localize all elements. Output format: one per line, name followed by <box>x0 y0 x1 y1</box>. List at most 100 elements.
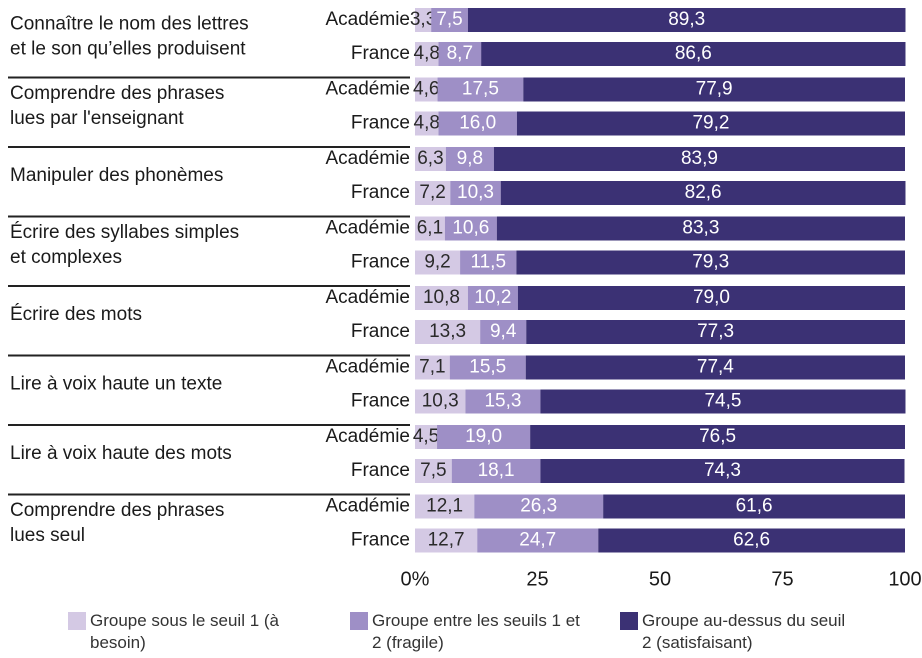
bar-segment <box>415 528 478 553</box>
data-label: 4,8 <box>414 113 440 134</box>
bar-segment <box>445 147 494 171</box>
data-label: 77,3 <box>697 321 734 342</box>
group-label: Écrire des syllabes simples <box>10 222 239 243</box>
bar-segment <box>415 459 452 483</box>
group-label: et le son qu’elles produisent <box>10 39 246 60</box>
data-label: 6,3 <box>417 148 443 169</box>
bar-segment <box>415 320 481 344</box>
bar-segment <box>474 494 604 519</box>
legend-swatch <box>620 612 638 630</box>
bar-segment <box>415 111 439 136</box>
data-label: 89,3 <box>668 9 705 30</box>
data-label: 26,3 <box>520 496 557 517</box>
x-tick-label: 100 <box>888 568 921 590</box>
data-label: 15,3 <box>484 391 521 412</box>
data-label: 77,9 <box>696 79 733 100</box>
data-label: 19,0 <box>465 426 502 447</box>
data-label: 4,8 <box>414 43 440 64</box>
data-label: 12,1 <box>426 496 463 517</box>
bar-segment <box>525 355 905 380</box>
x-tick-label: 75 <box>771 568 793 590</box>
bar-segment <box>415 77 438 102</box>
data-label: 17,5 <box>462 79 499 100</box>
data-label: 9,2 <box>424 252 450 273</box>
bar-segment <box>526 320 905 344</box>
legend-label: Groupe entre les seuils 1 et 2 (fragile) <box>372 611 580 652</box>
data-label: 15,5 <box>469 357 506 378</box>
bar-segment <box>523 77 905 102</box>
data-label: 79,2 <box>692 113 729 134</box>
bar-segment <box>415 147 446 171</box>
data-label: 10,3 <box>457 182 494 203</box>
bar-segment <box>415 355 450 380</box>
data-label: 9,4 <box>490 321 517 342</box>
bar-segment <box>477 528 599 553</box>
bar-segment <box>444 216 497 241</box>
bar-segment <box>493 147 905 171</box>
row-label: Académie <box>326 357 411 378</box>
bar-segment <box>500 181 906 205</box>
group-label: lues par l'enseignant <box>10 108 184 129</box>
data-label: 8,7 <box>447 43 473 64</box>
bar-segment <box>415 250 461 275</box>
group-label: Écrire des mots <box>10 304 142 325</box>
row-label: Académie <box>326 9 411 30</box>
data-label: 6,1 <box>417 218 443 239</box>
data-label: 10,8 <box>423 287 460 308</box>
row-label: Académie <box>326 218 411 239</box>
row-label: France <box>351 530 410 551</box>
data-label: 82,6 <box>685 182 722 203</box>
x-tick-label: 50 <box>649 568 671 590</box>
row-label: Académie <box>326 426 411 447</box>
data-label: 16,0 <box>459 113 496 134</box>
bar-segment <box>438 111 517 136</box>
data-label: 24,7 <box>519 530 556 551</box>
data-label: 3,3 <box>410 9 436 30</box>
data-label: 11,5 <box>470 252 506 273</box>
bar-segment <box>415 389 466 414</box>
data-label: 18,1 <box>478 460 515 481</box>
data-label: 61,6 <box>736 496 773 517</box>
group-label: et complexes <box>10 247 122 268</box>
bar-segment <box>467 286 518 310</box>
group-label: Comprendre des phrases <box>10 500 224 521</box>
group-label: Lire à voix haute des mots <box>10 443 232 464</box>
data-label: 7,5 <box>436 9 462 30</box>
legend-label: Groupe au-dessus du seuil 2 (satisfaisan… <box>642 611 846 652</box>
data-label: 83,3 <box>682 218 719 239</box>
bar-segment <box>437 77 524 102</box>
data-label: 79,3 <box>692 252 729 273</box>
bar-segment <box>415 286 468 310</box>
row-label: France <box>351 252 410 273</box>
data-label: 7,1 <box>419 357 445 378</box>
bar-segment <box>530 425 905 449</box>
data-label: 4,6 <box>413 79 439 100</box>
row-label: France <box>351 182 410 203</box>
bar-segment <box>603 494 905 519</box>
bar-segment <box>540 389 906 414</box>
x-tick-label: 25 <box>526 568 548 590</box>
legend: Groupe sous le seuil 1 (à besoin) Groupe … <box>0 611 922 658</box>
bar-segment <box>598 528 905 553</box>
row-label: Académie <box>326 496 411 517</box>
row-label: France <box>351 391 410 412</box>
data-label: 12,7 <box>428 530 465 551</box>
bar-segment <box>415 181 451 205</box>
data-label: 10,3 <box>422 391 459 412</box>
bar-segment <box>450 181 501 205</box>
row-label: Académie <box>326 148 411 169</box>
group-label: Connaître le nom des lettres <box>10 14 249 35</box>
data-label: 7,2 <box>419 182 445 203</box>
bar-segment <box>415 425 438 449</box>
legend-swatch <box>350 612 368 630</box>
data-label: 10,6 <box>452 218 489 239</box>
row-label: France <box>351 113 410 134</box>
data-label: 10,2 <box>474 287 511 308</box>
bar-segment <box>415 494 475 519</box>
row-label: Académie <box>326 287 411 308</box>
row-label: France <box>351 43 410 64</box>
legend-item: Groupe au-dessus du seuil 2 (satisfaisan… <box>620 611 857 654</box>
bar-segment <box>481 42 906 66</box>
bar-segment <box>460 250 517 275</box>
